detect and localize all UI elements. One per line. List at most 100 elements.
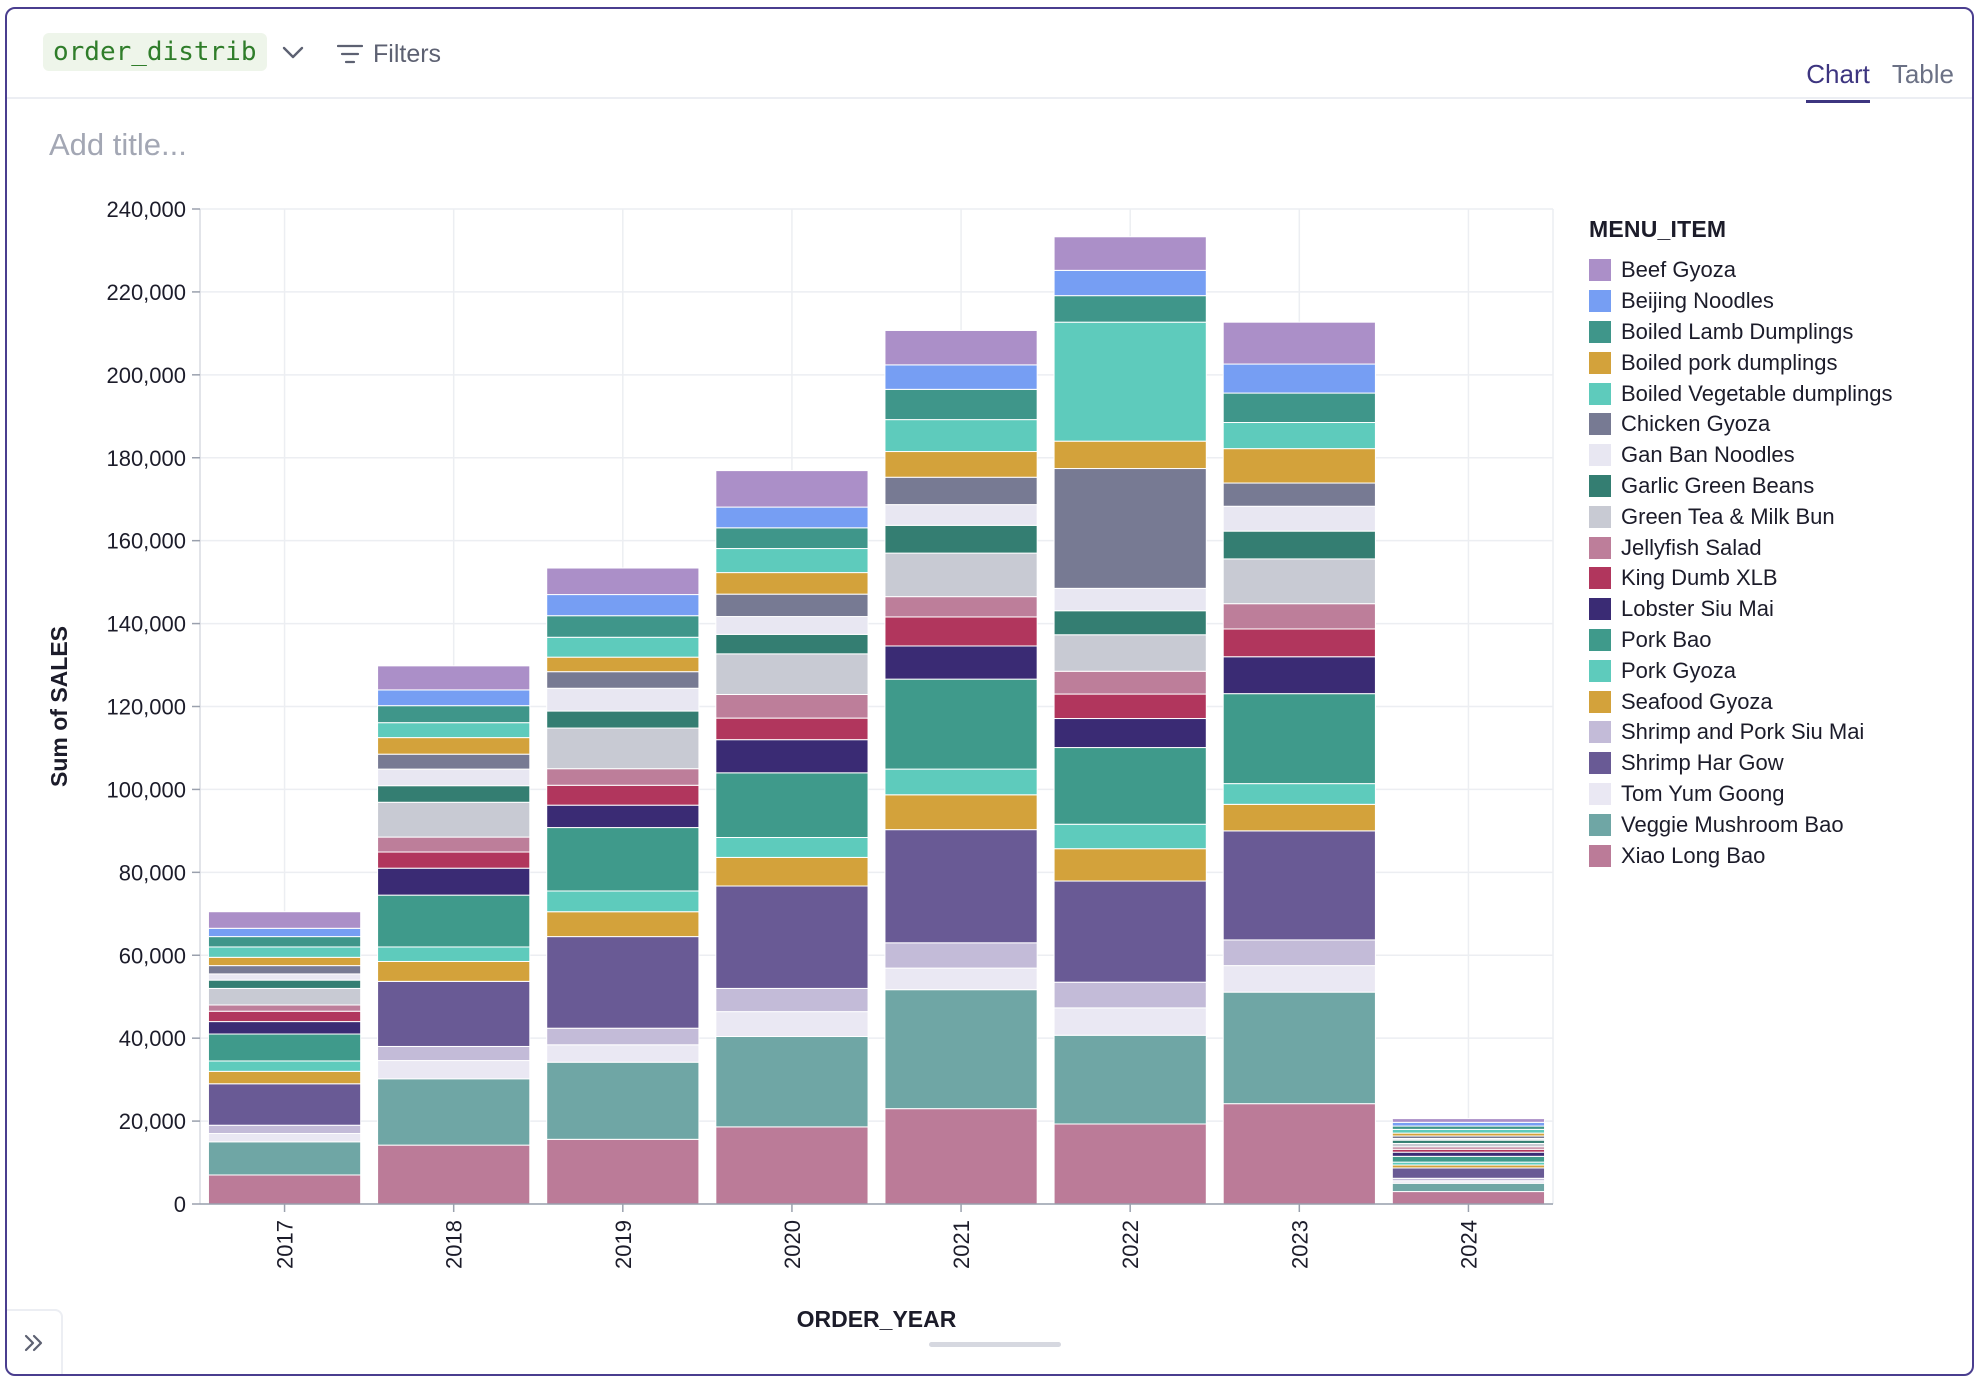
bar-segment[interactable] — [715, 885, 869, 989]
bar-segment[interactable] — [1053, 295, 1207, 323]
bar-segment[interactable] — [1053, 693, 1207, 720]
bar-segment[interactable] — [1222, 783, 1376, 805]
bar-segment[interactable] — [1053, 880, 1207, 983]
legend-item[interactable]: Shrimp Har Gow — [1589, 748, 1969, 779]
bar-segment[interactable] — [1053, 1123, 1207, 1205]
bar-segment[interactable] — [715, 693, 869, 719]
legend-item[interactable]: Xiao Long Bao — [1589, 840, 1969, 871]
bar-segment[interactable] — [546, 804, 700, 829]
bar-segment[interactable] — [1222, 530, 1376, 560]
bar-segment[interactable] — [884, 616, 1038, 647]
bar-segment[interactable] — [546, 671, 700, 689]
bar-segment[interactable] — [1391, 1167, 1546, 1179]
bar-segment[interactable] — [546, 827, 700, 892]
resize-handle[interactable] — [929, 1342, 1061, 1347]
bar-segment[interactable] — [377, 894, 531, 948]
bar-segment[interactable] — [207, 936, 362, 948]
bar-segment[interactable] — [207, 1141, 362, 1176]
bar-segment[interactable] — [207, 1021, 362, 1035]
bar-segment[interactable] — [207, 1070, 362, 1085]
bar-segment[interactable] — [377, 753, 531, 770]
legend-item[interactable]: Beijing Noodles — [1589, 286, 1969, 317]
bar-segment[interactable] — [377, 836, 531, 853]
bar-segment[interactable] — [546, 567, 700, 596]
bar-segment[interactable] — [1222, 693, 1376, 785]
legend-item[interactable]: Pork Gyoza — [1589, 655, 1969, 686]
bar-segment[interactable] — [207, 973, 362, 981]
bar-segment[interactable] — [377, 1144, 531, 1205]
bar-segment[interactable] — [546, 687, 700, 712]
legend-item[interactable]: Boiled Lamb Dumplings — [1589, 317, 1969, 348]
bar-segment[interactable] — [207, 1060, 362, 1072]
legend-item[interactable]: Boiled pork dumplings — [1589, 347, 1969, 378]
bar-segment[interactable] — [546, 1061, 700, 1140]
legend-item[interactable]: Boiled Vegetable dumplings — [1589, 378, 1969, 409]
bar-segment[interactable] — [207, 927, 362, 938]
bar-segment[interactable] — [1053, 440, 1207, 470]
chevron-down-icon[interactable] — [279, 39, 307, 67]
bar-segment[interactable] — [715, 837, 869, 858]
bar-segment[interactable] — [377, 1078, 531, 1146]
bar-segment[interactable] — [715, 653, 869, 695]
bar-segment[interactable] — [884, 364, 1038, 390]
bar-segment[interactable] — [715, 1036, 869, 1128]
expand-sidebar-button[interactable] — [7, 1309, 63, 1374]
legend-item[interactable]: Jellyfish Salad — [1589, 532, 1969, 563]
bar-segment[interactable] — [1053, 468, 1207, 589]
bar-segment[interactable] — [546, 1138, 700, 1205]
bar-segment[interactable] — [546, 936, 700, 1029]
bar-segment[interactable] — [546, 890, 700, 913]
bar-segment[interactable] — [1222, 363, 1376, 394]
bar-segment[interactable] — [377, 722, 531, 739]
bar-segment[interactable] — [1053, 823, 1207, 850]
bar-segment[interactable] — [1053, 610, 1207, 636]
filters-button[interactable]: Filters — [337, 37, 441, 71]
bar-segment[interactable] — [1391, 1191, 1546, 1205]
bar-segment[interactable] — [207, 965, 362, 975]
bar-segment[interactable] — [715, 987, 869, 1013]
bar-segment[interactable] — [715, 717, 869, 741]
bar-segment[interactable] — [207, 911, 362, 929]
bar-segment[interactable] — [207, 946, 362, 958]
bar-segment[interactable] — [1053, 269, 1207, 297]
bar-segment[interactable] — [884, 476, 1038, 506]
bar-segment[interactable] — [1222, 603, 1376, 630]
bar-segment[interactable] — [715, 739, 869, 774]
bar-segment[interactable] — [377, 665, 531, 691]
bar-segment[interactable] — [546, 1027, 700, 1046]
bar-segment[interactable] — [1222, 991, 1376, 1105]
bar-segment[interactable] — [546, 710, 700, 729]
bar-segment[interactable] — [715, 772, 869, 839]
bar-segment[interactable] — [884, 524, 1038, 554]
bar-segment[interactable] — [546, 615, 700, 638]
bar-segment[interactable] — [377, 946, 531, 962]
bar-segment[interactable] — [1053, 587, 1207, 612]
bar-segment[interactable] — [377, 768, 531, 787]
bar-segment[interactable] — [884, 678, 1038, 770]
dataframe-selector[interactable]: order_distrib — [43, 33, 267, 71]
bar-segment[interactable] — [1222, 830, 1376, 941]
bar-segment[interactable] — [1391, 1118, 1546, 1123]
bar-segment[interactable] — [1222, 321, 1376, 365]
bar-segment[interactable] — [715, 616, 869, 635]
bar-segment[interactable] — [715, 593, 869, 618]
bar-segment[interactable] — [884, 552, 1038, 598]
bar-segment[interactable] — [1053, 848, 1207, 882]
legend-item[interactable]: Beef Gyoza — [1589, 255, 1969, 286]
bar-segment[interactable] — [546, 784, 700, 806]
bar-segment[interactable] — [546, 911, 700, 938]
bar-segment[interactable] — [1222, 1103, 1376, 1205]
bar-segment[interactable] — [884, 967, 1038, 991]
bar-segment[interactable] — [715, 506, 869, 529]
bar-segment[interactable] — [884, 388, 1038, 421]
bar-segment[interactable] — [1222, 422, 1376, 450]
legend-item[interactable]: Shrimp and Pork Siu Mai — [1589, 717, 1969, 748]
bar-segment[interactable] — [546, 594, 700, 617]
bar-segment[interactable] — [884, 794, 1038, 831]
bar-segment[interactable] — [715, 470, 869, 508]
bar-segment[interactable] — [207, 979, 362, 989]
bar-segment[interactable] — [1053, 718, 1207, 749]
legend-item[interactable]: Veggie Mushroom Bao — [1589, 809, 1969, 840]
bar-segment[interactable] — [377, 960, 531, 982]
bar-segment[interactable] — [377, 980, 531, 1047]
